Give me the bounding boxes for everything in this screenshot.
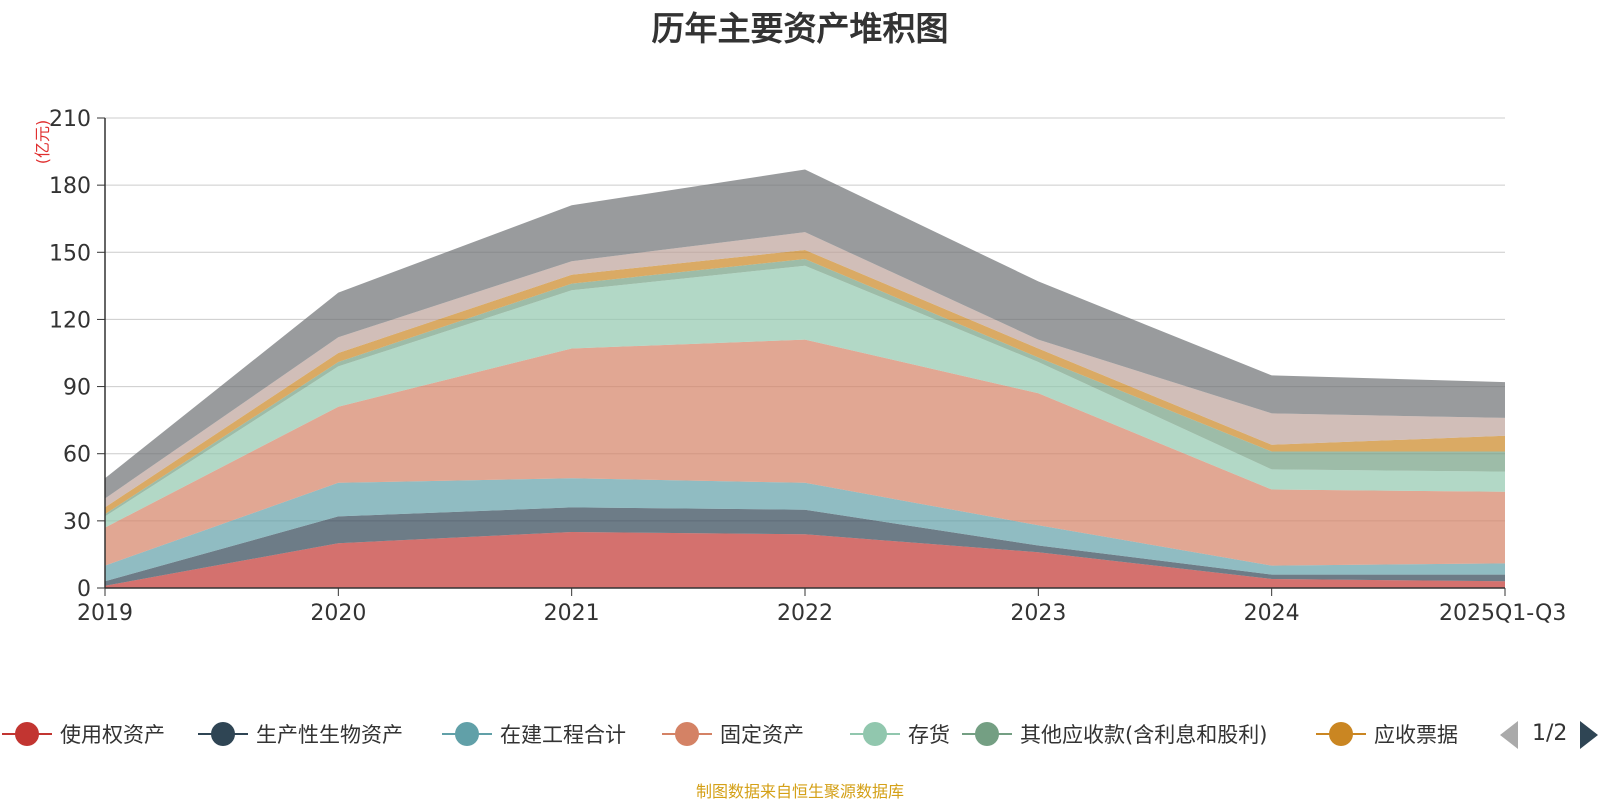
legend-label: 使用权资产 — [60, 723, 165, 747]
x-tick-label: 2021 — [544, 601, 600, 626]
legend-marker-icon — [850, 722, 900, 746]
legend-page-indicator: 1/2 — [1532, 721, 1568, 746]
legend-label: 应收票据 — [1374, 723, 1458, 747]
legend-item[interactable]: 固定资产 — [662, 716, 804, 752]
legend: 使用权资产 生产性生物资产 在建工程合计 固定资产 存货 其他应收款(含利息和股利) 应收票… — [0, 716, 1480, 752]
y-tick-label: 120 — [49, 308, 91, 333]
area-series-3 — [105, 339, 1505, 566]
area-series-4 — [105, 265, 1505, 528]
legend-item[interactable]: 存货 — [850, 716, 950, 752]
x-tick-label: 2023 — [1010, 601, 1066, 626]
legend-next-arrow-icon[interactable] — [1580, 721, 1598, 749]
area-series-8 — [105, 169, 1505, 499]
area-series-7 — [105, 232, 1505, 508]
y-tick-label: 30 — [63, 510, 91, 535]
x-tick-label: 2025Q1-Q3 — [1439, 601, 1566, 626]
legend-pager: 1/2 — [1500, 718, 1600, 752]
area-series-1 — [105, 507, 1505, 586]
legend-item[interactable]: 在建工程合计 — [442, 716, 626, 752]
legend-marker-icon — [442, 722, 492, 746]
x-tick-label: 2024 — [1244, 601, 1300, 626]
y-tick-label: 60 — [63, 443, 91, 468]
legend-label: 固定资产 — [720, 723, 804, 747]
x-tick-label: 2019 — [77, 601, 133, 626]
legend-label: 其他应收款(含利息和股利) — [1020, 723, 1268, 747]
data-source-note: 制图数据来自恒生聚源数据库 — [695, 782, 904, 801]
y-axis-unit-label: (亿元) — [33, 120, 52, 165]
legend-label: 存货 — [908, 723, 950, 747]
y-tick-label: 90 — [63, 376, 91, 401]
y-tick-label: 0 — [77, 577, 91, 602]
area-series-5 — [105, 259, 1505, 517]
legend-marker-icon — [662, 722, 712, 746]
legend-item[interactable]: 其他应收款(含利息和股利) — [962, 716, 1267, 752]
legend-item[interactable]: 使用权资产 — [2, 716, 165, 752]
legend-marker-icon — [198, 722, 248, 746]
legend-marker-icon — [962, 722, 1012, 746]
area-series-6 — [105, 250, 1505, 515]
legend-item[interactable]: 生产性生物资产 — [198, 716, 403, 752]
area-series-0 — [105, 532, 1505, 588]
x-tick-label: 2020 — [310, 601, 366, 626]
y-tick-label: 210 — [49, 107, 91, 132]
legend-prev-arrow-icon[interactable] — [1500, 721, 1518, 749]
chart-title: 历年主要资产堆积图 — [651, 9, 949, 48]
y-tick-label: 150 — [49, 241, 91, 266]
legend-marker-icon — [2, 722, 52, 746]
y-tick-label: 180 — [49, 174, 91, 199]
legend-item[interactable]: 应收票据 — [1316, 716, 1458, 752]
chart-canvas: 0 30 60 90 120 150 180 210 2019 2020 2021 2022 2023 2… — [33, 107, 1566, 626]
legend-label: 在建工程合计 — [500, 723, 626, 747]
area-series-2 — [105, 478, 1505, 582]
legend-label: 生产性生物资产 — [256, 723, 403, 747]
legend-marker-icon — [1316, 722, 1366, 746]
x-tick-label: 2022 — [777, 601, 833, 626]
